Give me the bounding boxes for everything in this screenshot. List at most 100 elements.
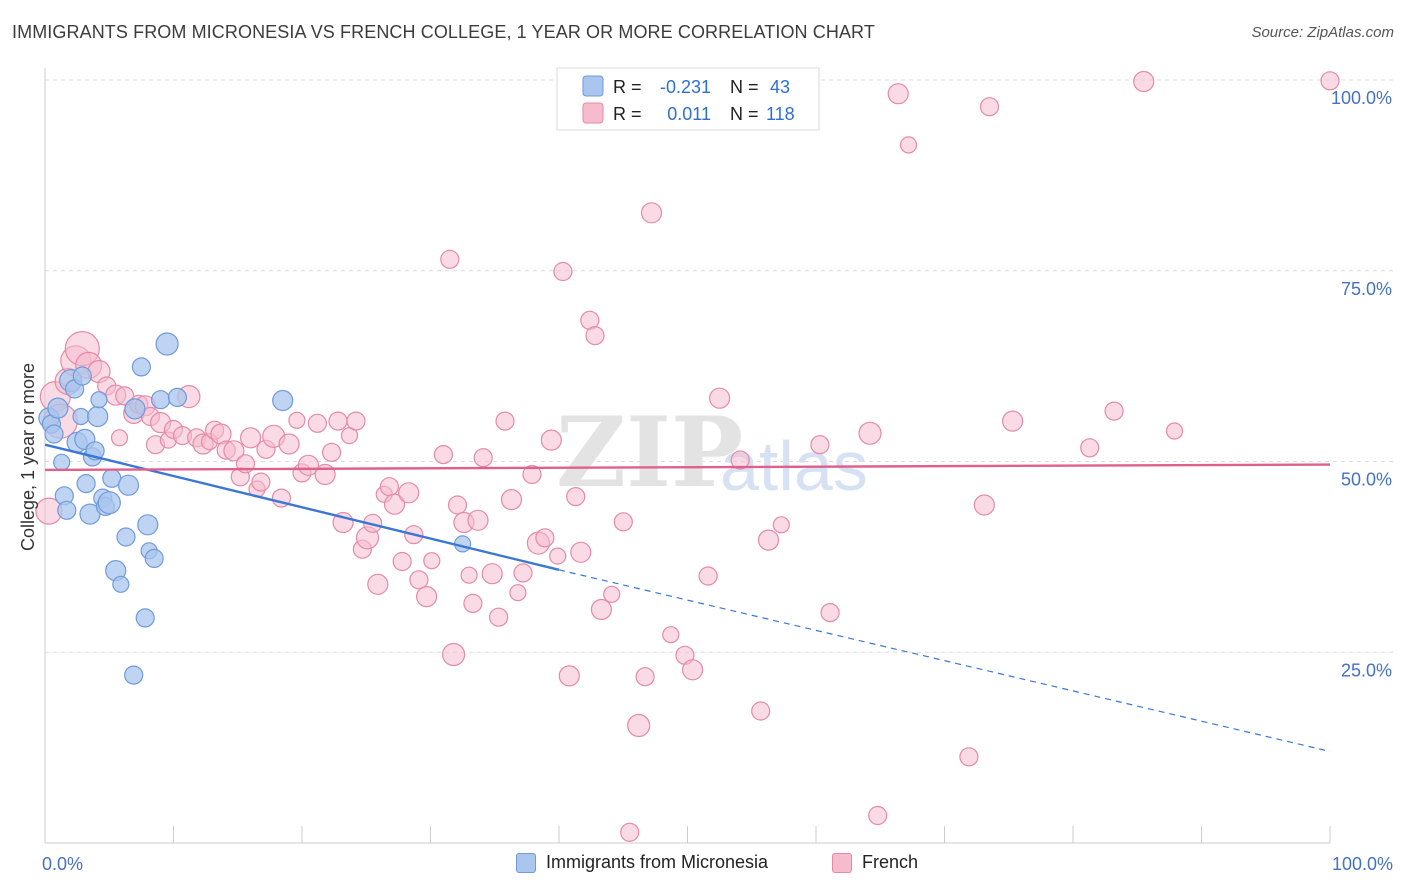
watermark: ZIP atlas — [556, 396, 868, 509]
french-point-76 — [522, 464, 542, 485]
french-point-53 — [379, 477, 399, 497]
micronesia-point-35 — [155, 332, 179, 356]
french-point-89 — [613, 512, 633, 532]
micronesia-point-26 — [117, 474, 140, 496]
micronesia-point-33 — [144, 548, 164, 569]
french-point-104 — [820, 602, 840, 623]
y-axis-title: College, 1 year or more — [18, 363, 38, 551]
french-point-75 — [513, 563, 533, 583]
chart-title: IMMIGRANTS FROM MICRONESIA VS FRENCH COL… — [12, 22, 875, 42]
micronesia-point-3 — [47, 397, 69, 419]
french-point-60 — [423, 552, 441, 570]
french-point-92 — [635, 667, 655, 687]
french-point-109 — [959, 747, 979, 767]
french-point-84 — [570, 541, 592, 563]
legend-swatch-pink — [582, 102, 604, 124]
x-tick-label-1: 100.0% — [1332, 854, 1393, 874]
french-point-59 — [416, 585, 438, 608]
french-point-110 — [973, 494, 995, 516]
micronesia-point-27 — [124, 665, 144, 685]
legend-r-value-2: 0.011 — [667, 104, 711, 124]
micronesia-point-13 — [76, 474, 96, 494]
french-point-61 — [433, 445, 453, 465]
french-point-80 — [549, 547, 567, 565]
french-point-63 — [442, 642, 466, 667]
micronesia-point-10 — [72, 407, 90, 426]
french-point-79 — [540, 429, 562, 451]
french-point-33 — [251, 472, 271, 492]
french-point-82 — [558, 665, 580, 687]
french-point-67 — [463, 593, 483, 614]
micronesia-point-18 — [90, 391, 108, 409]
french-point-70 — [481, 563, 503, 585]
micronesia-point-30 — [135, 608, 155, 628]
micronesia-point-11 — [72, 366, 92, 386]
french-point-114 — [1104, 401, 1124, 421]
french-point-55 — [392, 551, 412, 572]
french-point-10 — [110, 429, 129, 447]
french-point-113 — [1080, 438, 1100, 458]
legend-label-micronesia: Immigrants from Micronesia — [546, 852, 769, 872]
french-point-62 — [440, 249, 460, 269]
french-point-73 — [500, 489, 523, 511]
french-point-37 — [278, 433, 300, 455]
french-point-74 — [509, 584, 527, 602]
french-point-115 — [1133, 70, 1155, 93]
french-point-69 — [473, 448, 493, 468]
micronesia-trend-line — [44, 443, 560, 572]
legend-n-value-2: 118 — [766, 104, 795, 124]
legend-swatch-micronesia — [516, 852, 536, 873]
micronesia-point-34 — [151, 390, 171, 410]
micronesia-point-24 — [112, 575, 130, 593]
french-point-44 — [328, 411, 348, 431]
micronesia-point-2 — [44, 424, 64, 444]
legend-swatch-french — [832, 852, 852, 873]
legend-r-value-1: -0.231 — [660, 77, 711, 97]
french-point-116 — [1165, 422, 1184, 440]
y-tick-label-1: 50.0% — [1341, 470, 1392, 490]
gridlines — [45, 79, 1395, 653]
french-point-99 — [730, 450, 750, 470]
series-legend: Immigrants from Micronesia French — [0, 852, 1406, 878]
micronesia-point-6 — [57, 500, 77, 520]
french-point-106 — [868, 805, 888, 826]
x-tick-label-0: 0.0% — [42, 854, 83, 874]
legend-item-micronesia: Immigrants from Micronesia — [516, 852, 768, 873]
watermark-zip: ZIP — [556, 396, 743, 509]
micronesia-point-21 — [97, 491, 121, 515]
french-point-31 — [240, 427, 262, 449]
french-point-93 — [640, 202, 663, 224]
trend-lines — [44, 443, 1331, 753]
french-point-78 — [535, 528, 555, 548]
french-point-51 — [367, 573, 389, 595]
french-point-112 — [1001, 410, 1024, 432]
french-point-107 — [887, 83, 909, 105]
french-points — [35, 70, 1340, 842]
french-point-58 — [409, 570, 429, 590]
french-point-111 — [979, 97, 1000, 117]
micronesia-point-36 — [167, 387, 187, 407]
french-point-66 — [460, 566, 478, 584]
micronesia-point-4 — [53, 453, 71, 471]
french-point-96 — [681, 659, 704, 681]
french-point-28 — [223, 440, 245, 462]
french-point-43 — [322, 442, 342, 462]
micronesia-point-29 — [131, 357, 151, 377]
micronesia-trend-extension — [558, 569, 1331, 753]
french-point-81 — [553, 261, 573, 282]
french-point-47 — [346, 411, 366, 431]
french-point-90 — [620, 822, 640, 842]
micronesia-point-17 — [87, 405, 109, 428]
micronesia-point-25 — [116, 527, 136, 547]
micronesia-points — [38, 332, 472, 685]
legend-item-french: French — [832, 852, 918, 873]
french-point-72 — [495, 411, 515, 431]
micronesia-point-37 — [272, 389, 294, 412]
french-point-64 — [447, 495, 468, 515]
legend-r-label-1: R = — [613, 77, 642, 97]
french-point-54 — [383, 493, 406, 515]
tick-labels: 25.0% 50.0% 75.0% 100.0% 0.0% 100.0% — [42, 88, 1393, 874]
legend-n-label-2: N = — [730, 104, 759, 124]
y-tick-label-2: 75.0% — [1341, 279, 1392, 299]
